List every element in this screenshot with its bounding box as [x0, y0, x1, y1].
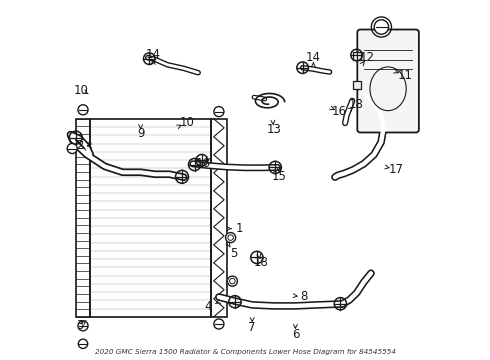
Text: 12: 12 [360, 51, 375, 64]
Text: 2: 2 [76, 139, 84, 152]
Bar [76, 119, 90, 317]
Text: 13: 13 [267, 123, 281, 136]
FancyBboxPatch shape [357, 30, 419, 132]
Text: 10: 10 [180, 116, 195, 129]
Circle shape [227, 276, 238, 286]
Text: 11: 11 [398, 69, 413, 82]
Circle shape [78, 105, 88, 115]
Bar [211, 119, 227, 317]
Text: 10: 10 [74, 84, 89, 96]
Circle shape [78, 321, 88, 331]
Circle shape [67, 143, 77, 153]
Text: 4: 4 [204, 300, 212, 313]
Text: 2020 GMC Sierra 1500 Radiator & Components Lower Hose Diagram for 84545554: 2020 GMC Sierra 1500 Radiator & Componen… [95, 349, 395, 355]
Text: 8: 8 [301, 291, 308, 303]
Circle shape [78, 339, 88, 348]
Text: 18: 18 [349, 98, 364, 111]
Bar [90, 119, 211, 317]
Circle shape [214, 107, 224, 117]
Text: 6: 6 [292, 328, 299, 341]
Text: 14: 14 [306, 51, 321, 64]
Text: 16: 16 [196, 157, 211, 170]
Text: 18: 18 [254, 256, 269, 269]
Circle shape [214, 319, 224, 329]
Text: 5: 5 [230, 247, 238, 260]
Text: 3: 3 [76, 319, 84, 332]
Circle shape [225, 233, 236, 243]
Text: 14: 14 [146, 48, 161, 60]
Text: 15: 15 [272, 170, 287, 183]
Text: 9: 9 [137, 127, 145, 140]
Bar [353, 81, 361, 89]
Bar [353, 52, 361, 60]
Circle shape [374, 20, 389, 34]
Text: 7: 7 [248, 321, 256, 334]
Text: 1: 1 [236, 222, 244, 235]
Text: 16: 16 [332, 105, 347, 118]
Text: 17: 17 [389, 163, 404, 176]
